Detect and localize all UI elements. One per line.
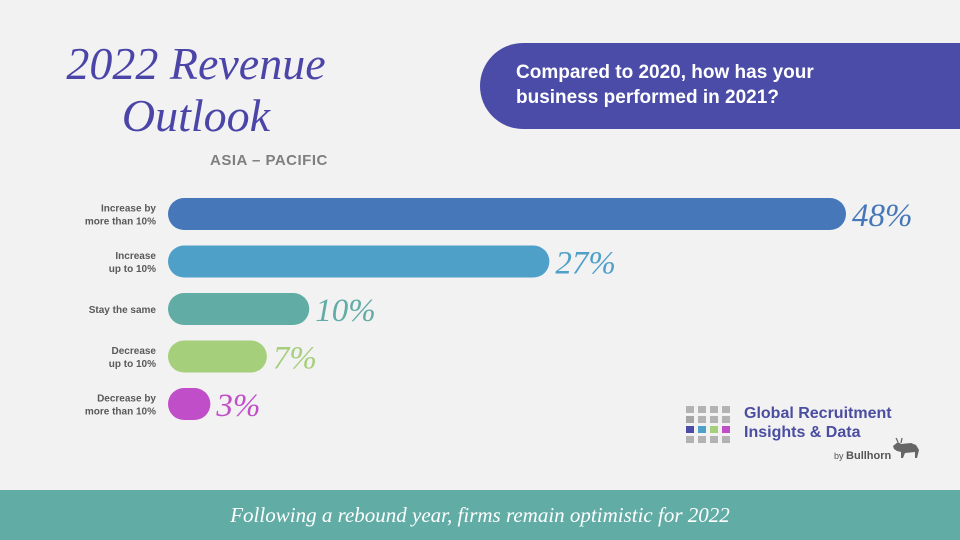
title-line-2: Outlook — [121, 90, 271, 141]
logo-line-2: Insights & Data — [744, 424, 861, 441]
bull-icon — [893, 437, 919, 458]
value-label-1: 27% — [555, 246, 616, 282]
region-subtitle: ASIA – PACIFIC — [210, 152, 328, 169]
logo-by: by — [834, 451, 844, 461]
grid-squares-icon — [686, 406, 736, 443]
value-label-4: 3% — [215, 388, 260, 424]
logo-line-1: Global Recruitment — [744, 405, 892, 422]
category-label-4-1: more than 10% — [85, 407, 156, 418]
value-label-3: 7% — [273, 341, 317, 377]
question-banner: Compared to 2020, how has your business … — [480, 43, 960, 129]
category-label-0-1: more than 10% — [85, 217, 156, 228]
logo: Global Recruitment Insights & Data by Bu… — [686, 402, 936, 472]
bar-4 — [168, 388, 211, 420]
question-text: Compared to 2020, how has your business … — [516, 60, 916, 110]
logo-brand: Bullhorn — [846, 450, 892, 462]
bar-3 — [168, 340, 267, 373]
bar-0 — [168, 198, 846, 230]
logo-byline: by Bullhorn — [834, 450, 891, 462]
bar-chart: Increase by more than 10% 48% Increase up to… — [85, 198, 913, 424]
title-line-1: 2022 Revenue — [66, 38, 326, 89]
value-label-0: 48% — [852, 198, 913, 234]
category-label-3-1: up to 10% — [109, 359, 156, 370]
question-line-2: business performed in 2021? — [516, 87, 779, 108]
category-label-3-0: Decrease — [112, 346, 157, 357]
bar-2 — [168, 293, 310, 325]
category-label-1-1: up to 10% — [109, 264, 156, 275]
category-label-4-0: Decrease by — [97, 394, 156, 405]
category-label-1-0: Increase — [115, 251, 156, 262]
footer-banner: Following a rebound year, firms remain o… — [0, 490, 960, 540]
category-label-2-0: Stay the same — [89, 305, 157, 316]
page-title: 2022 Revenue Outlook — [36, 38, 356, 142]
category-label-0-0: Increase by — [101, 204, 156, 215]
bar-1 — [168, 245, 550, 278]
value-label-2: 10% — [315, 293, 376, 329]
footer-text: Following a rebound year, firms remain o… — [230, 503, 730, 527]
question-line-1: Compared to 2020, how has your — [516, 62, 814, 83]
